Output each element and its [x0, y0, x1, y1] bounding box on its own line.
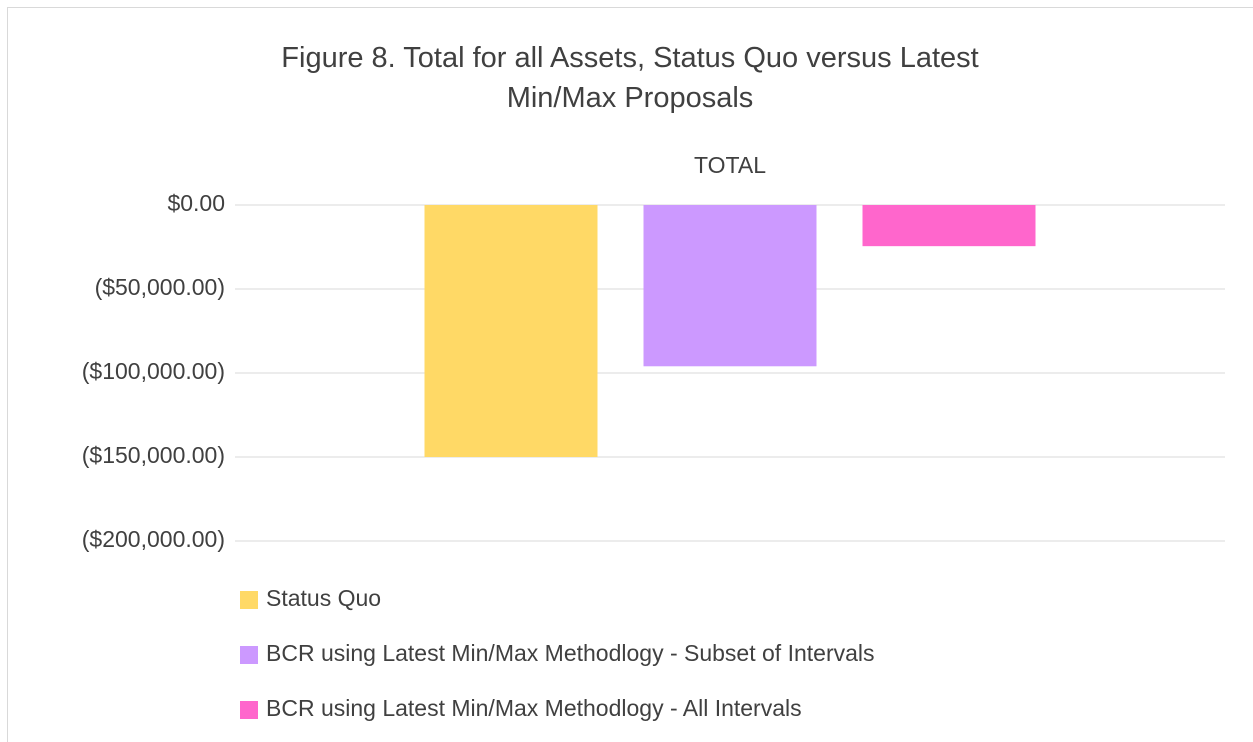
y-tick-label: ($100,000.00)	[82, 358, 225, 384]
x-tick-label: TOTAL	[694, 152, 766, 178]
legend-label: Status Quo	[266, 585, 381, 611]
legend-label: BCR using Latest Min/Max Methodlogy - Su…	[266, 640, 875, 666]
y-tick-label: ($200,000.00)	[82, 526, 225, 552]
y-tick-label: ($150,000.00)	[82, 442, 225, 468]
legend-swatch	[240, 591, 258, 609]
chart-title: Figure 8. Total for all Assets, Status Q…	[281, 42, 979, 114]
legend-swatch	[240, 701, 258, 719]
bar	[424, 205, 598, 457]
bar	[643, 205, 817, 367]
legend-label: BCR using Latest Min/Max Methodlogy - Al…	[266, 695, 802, 721]
bar	[862, 205, 1036, 247]
y-tick-label: $0.00	[167, 190, 225, 216]
legend-swatch	[240, 646, 258, 664]
y-tick-label: ($50,000.00)	[95, 274, 225, 300]
chart-border	[7, 7, 1253, 742]
